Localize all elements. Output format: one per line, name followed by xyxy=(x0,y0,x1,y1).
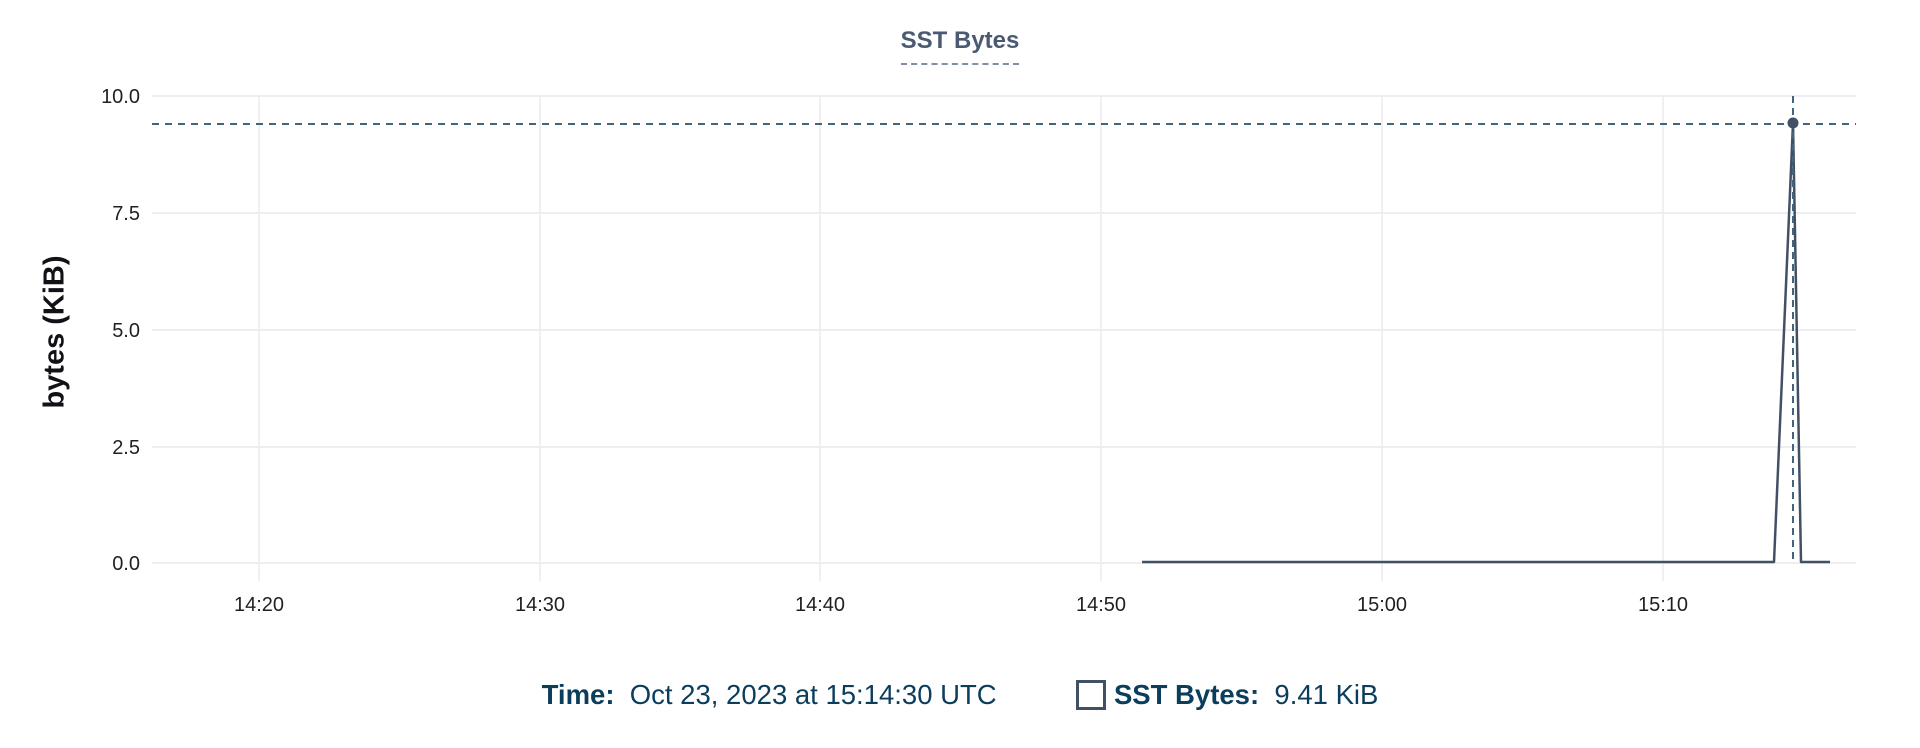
svg-text:15:00: 15:00 xyxy=(1357,594,1407,616)
svg-text:10.0: 10.0 xyxy=(101,86,140,108)
svg-text:15:10: 15:10 xyxy=(1638,594,1688,616)
svg-text:5.0: 5.0 xyxy=(112,320,140,342)
svg-text:0.0: 0.0 xyxy=(112,553,140,575)
svg-text:2.5: 2.5 xyxy=(112,437,140,459)
svg-text:14:30: 14:30 xyxy=(515,594,565,616)
svg-text:14:20: 14:20 xyxy=(234,594,284,616)
svg-text:14:50: 14:50 xyxy=(1076,594,1126,616)
svg-text:7.5: 7.5 xyxy=(112,203,140,225)
svg-text:14:40: 14:40 xyxy=(795,594,845,616)
